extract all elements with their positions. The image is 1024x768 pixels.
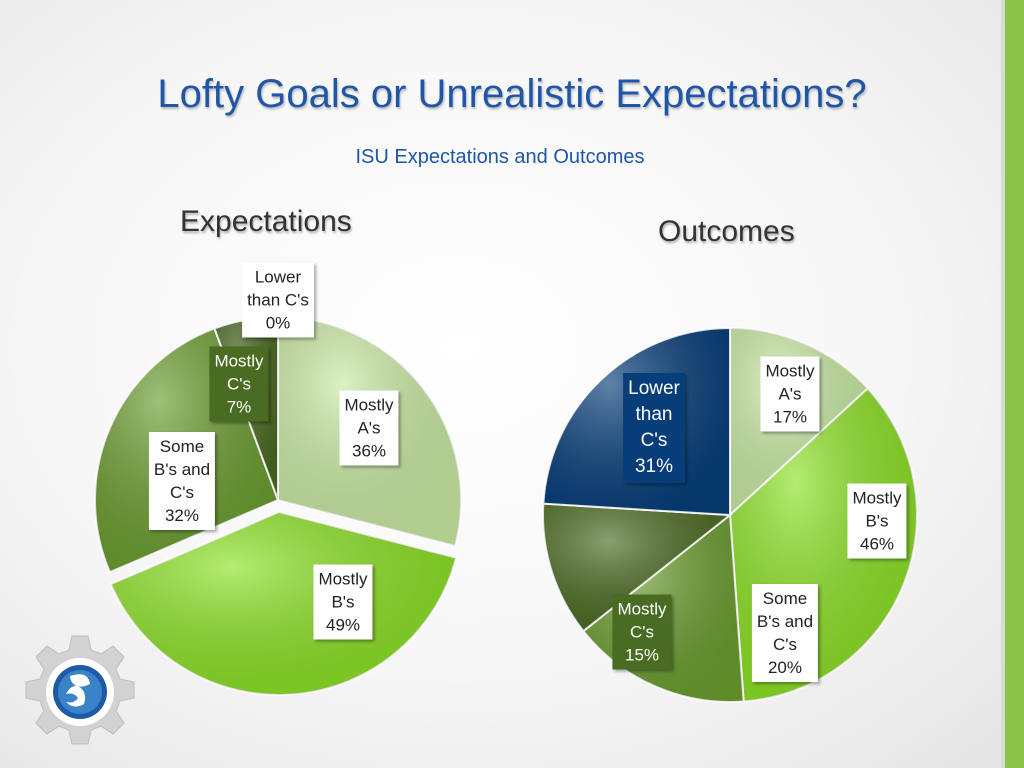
slide-title: Lofty Goals or Unrealistic Expectations? [157,72,867,116]
outcomes-data-label-mostly-b: Mostly B's 46% [847,483,907,559]
outcomes-chart-title: Outcomes [658,215,795,248]
expectations-data-label-lower-than-c: Lower than C's 0% [242,262,314,338]
expectations-data-label-mostly-c: Mostly C's 7% [209,346,269,422]
slide-subtitle: ISU Expectations and Outcomes [355,146,645,168]
expectations-data-label-mostly-b: Mostly B's 49% [313,564,373,640]
outcomes-data-label-mostly-a: Mostly A's 17% [760,356,820,432]
expectations-chart-title: Expectations [180,205,352,238]
expectations-data-label-some-b-and-c: Some B's and C's 32% [148,432,216,530]
accent-bar [1005,0,1024,768]
accent-bar-edge [1001,0,1005,768]
expectations-slice-shine-mostly-b [110,511,457,695]
outcomes-data-label-some-b-and-c: Some B's and C's 20% [751,584,819,682]
outcomes-data-label-lower-than-c: Lower than C's 31% [623,373,685,483]
expectations-data-label-mostly-a: Mostly A's 36% [339,390,399,466]
outcomes-data-label-mostly-c: Mostly C's 15% [612,594,672,670]
outcomes-slice-shine-mostly-c [542,503,730,632]
gear-logo-icon [25,635,135,745]
